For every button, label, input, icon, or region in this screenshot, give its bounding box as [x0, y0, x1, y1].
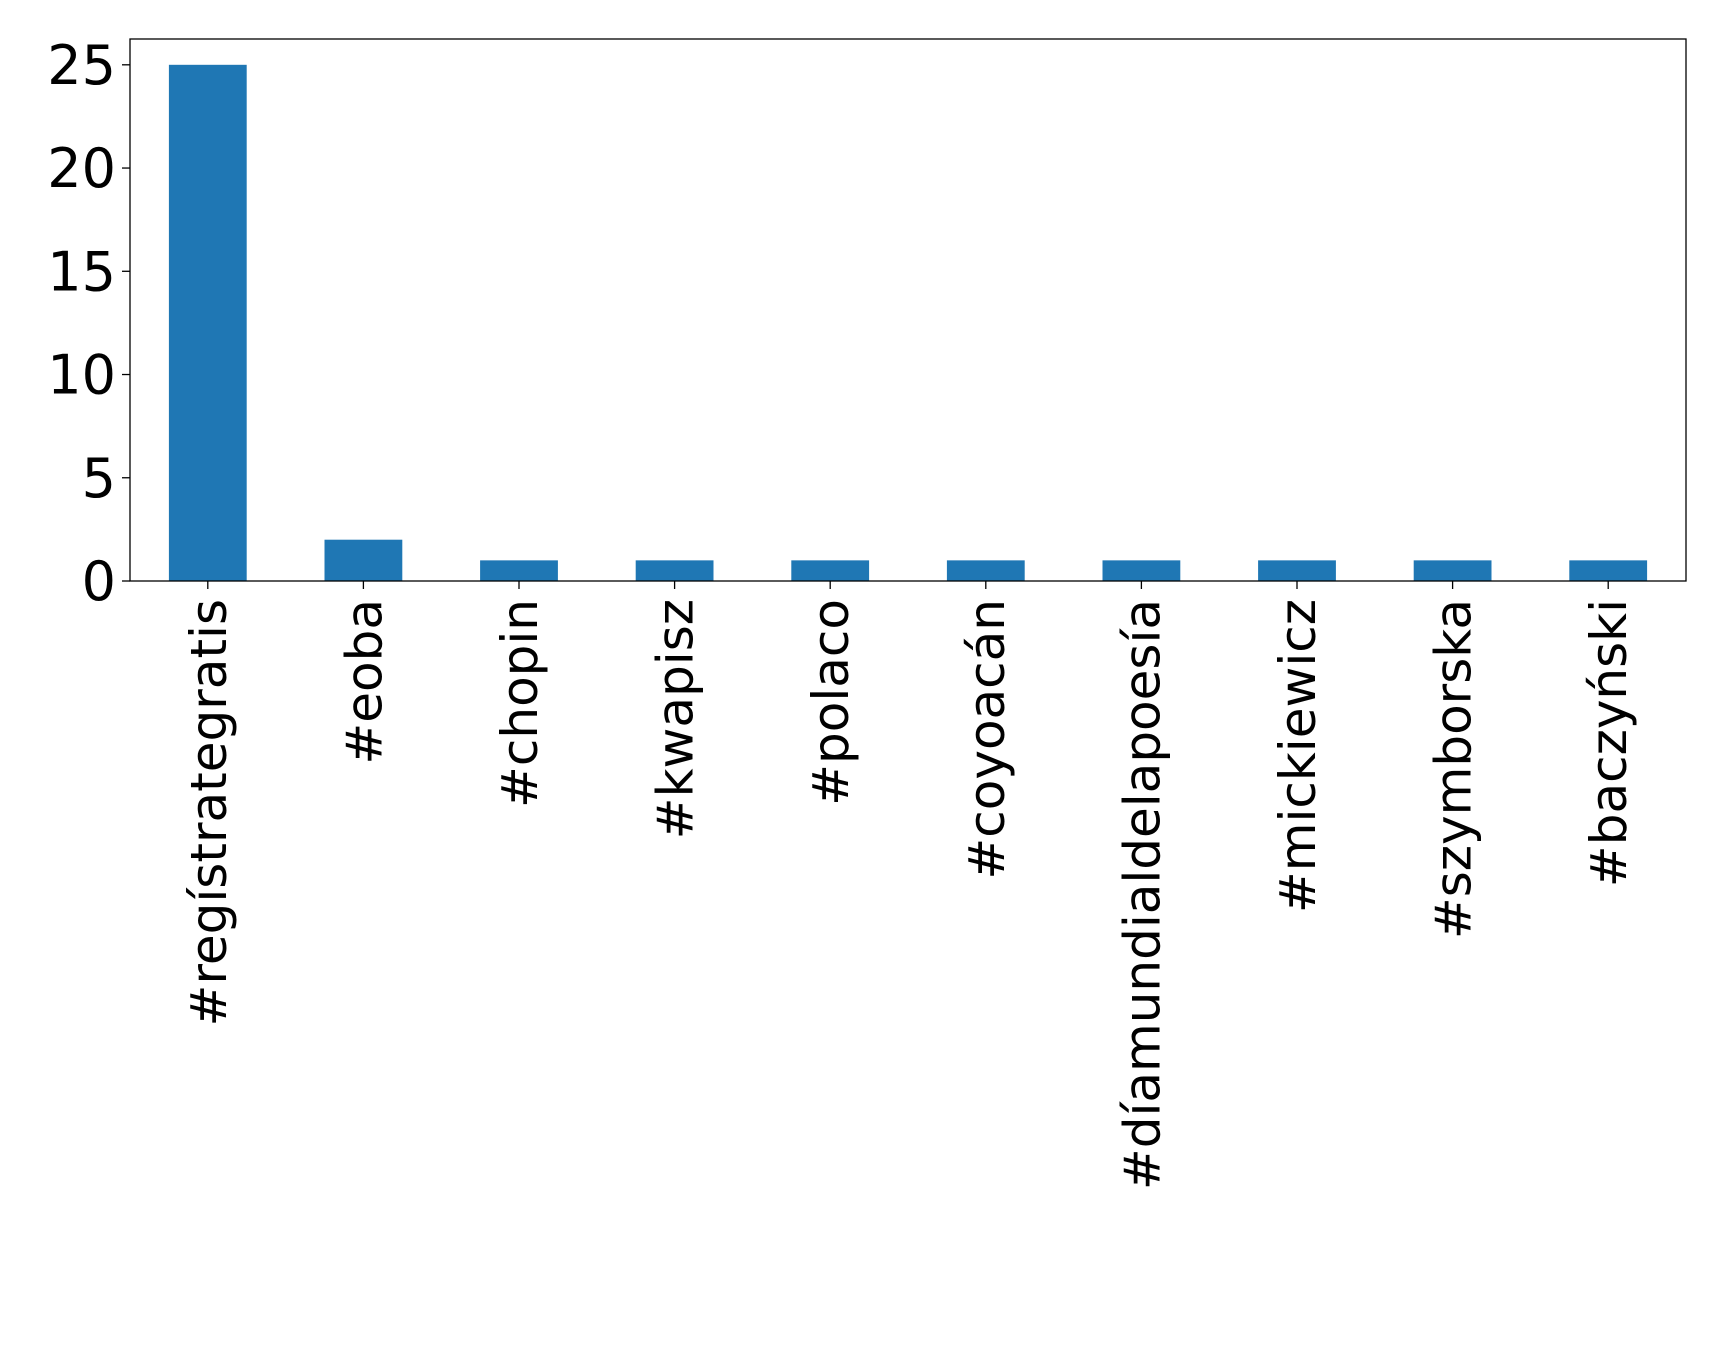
x-tick-label: #kwapisz: [647, 599, 705, 839]
y-tick-label: 5: [82, 447, 116, 510]
y-tick-label: 25: [47, 34, 116, 97]
x-axis: #regístrategratis #eoba #chopin #kwapisz #po…: [180, 581, 1638, 1190]
bar-5: [946, 560, 1025, 581]
x-tick-label: #mickiewicz: [1269, 599, 1327, 913]
plot-frame: [129, 38, 1687, 582]
x-tick-label: #díamundialdelapoesía: [1113, 599, 1171, 1190]
x-tick-label: #szymborska: [1425, 599, 1483, 939]
bar-0: [168, 64, 247, 582]
x-tick-label: #regístrategratis: [180, 599, 238, 1026]
x-tick-label: #chopin: [491, 599, 549, 808]
bar-3: [635, 560, 714, 581]
y-tick-label: 10: [47, 344, 116, 407]
bars-group: [168, 64, 1648, 582]
x-tick-label: #baczyński: [1580, 599, 1638, 887]
x-tick-label: #coyoacán: [958, 599, 1016, 880]
y-axis: 0 5 10 15 20 25: [47, 34, 130, 613]
bar-8: [1413, 560, 1492, 581]
bar-2: [480, 560, 558, 581]
x-tick-label: #polaco: [802, 599, 860, 806]
bar-7: [1258, 560, 1336, 581]
y-tick-label: 0: [82, 550, 116, 613]
y-tick-label: 15: [47, 240, 116, 303]
bar-9: [1569, 560, 1648, 581]
bar-6: [1102, 560, 1181, 581]
x-tick-label: #eoba: [335, 599, 393, 765]
y-tick-label: 20: [47, 137, 116, 200]
bar-4: [791, 560, 870, 581]
bar-1: [324, 539, 403, 581]
